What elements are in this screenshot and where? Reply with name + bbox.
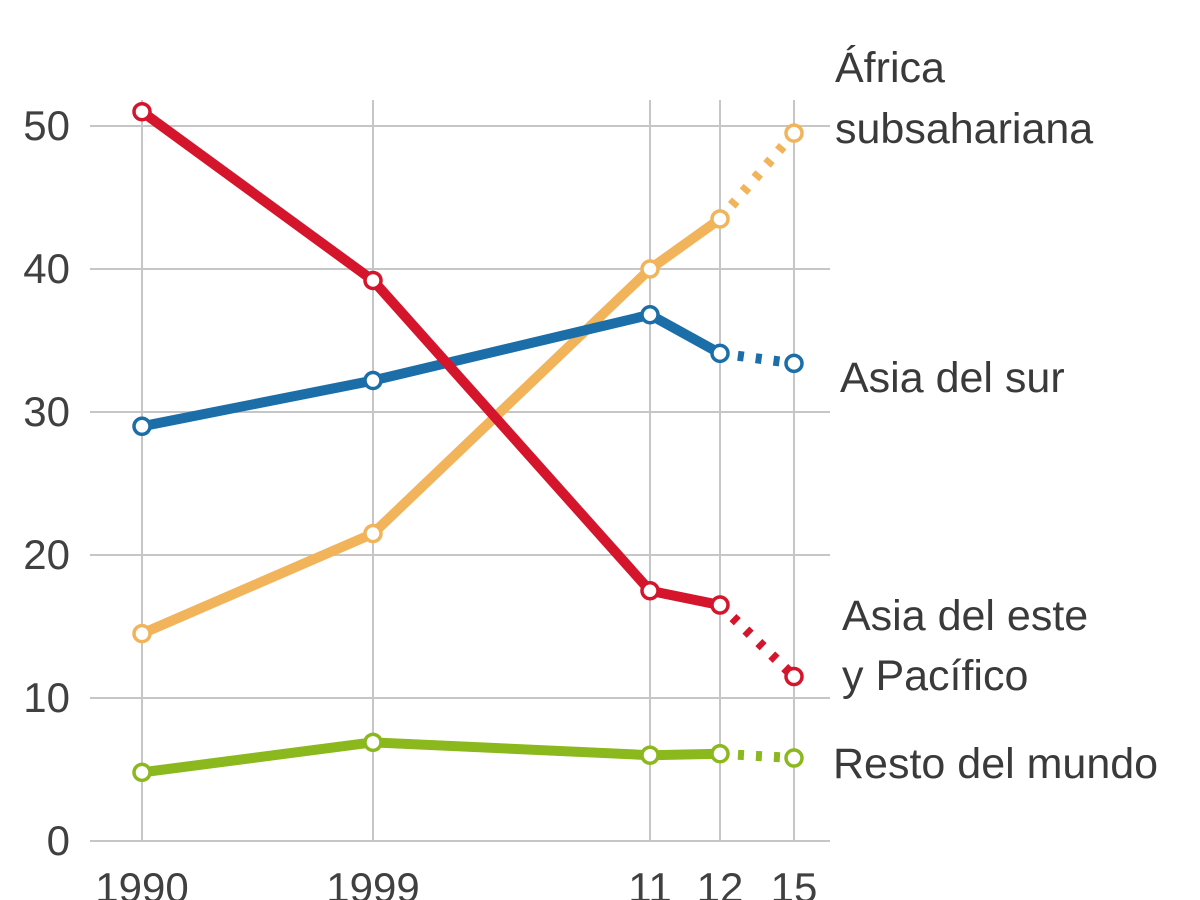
series-line — [137, 309, 725, 432]
series-0 — [132, 123, 804, 644]
data-point — [363, 370, 383, 391]
series-label: subsahariana — [835, 105, 1093, 153]
data-point — [710, 744, 730, 764]
data-point — [363, 732, 383, 753]
series-projection-line — [716, 129, 798, 223]
data-point — [640, 745, 660, 765]
series-line — [137, 213, 725, 639]
data-point — [710, 595, 730, 615]
series-1 — [132, 305, 804, 437]
data-point — [784, 666, 804, 687]
y-tick-label: 40 — [23, 245, 70, 292]
y-tick-label: 20 — [23, 531, 70, 578]
x-axis: 1990 1999 11 12 15 — [95, 864, 817, 900]
data-point — [132, 762, 152, 783]
x-tick-label: 1999 — [326, 864, 419, 900]
data-point — [363, 523, 383, 544]
series-group — [132, 101, 804, 783]
data-point — [710, 343, 730, 364]
data-point — [132, 416, 152, 437]
series-label: Resto del mundo — [833, 740, 1158, 788]
series-2 — [132, 101, 804, 687]
series-label: Asia del este — [842, 592, 1088, 640]
series-projection-line — [716, 601, 798, 681]
y-tick-label: 30 — [23, 388, 70, 435]
data-point — [784, 123, 804, 143]
data-point — [363, 270, 383, 291]
y-axis: 0 10 20 30 40 50 — [23, 102, 70, 864]
series-labels: África subsahariana Asia del sur Asia del e… — [833, 44, 1158, 788]
series-label: Asia del sur — [840, 354, 1065, 402]
series-projection-line — [719, 748, 795, 764]
series-3 — [132, 732, 804, 783]
data-point — [640, 305, 660, 325]
series-label: África — [835, 44, 945, 92]
data-point — [132, 623, 152, 644]
series-projection-line — [719, 348, 795, 369]
data-point — [640, 581, 660, 601]
data-point — [784, 353, 804, 374]
x-tick-label: 11 — [628, 864, 672, 900]
data-point — [132, 101, 152, 122]
series-label: y Pacífico — [842, 652, 1028, 700]
x-tick-label: 1990 — [95, 864, 188, 900]
grid — [90, 100, 830, 842]
y-tick-label: 10 — [23, 674, 70, 721]
data-point — [710, 209, 730, 229]
y-tick-label: 0 — [47, 817, 70, 864]
series-line — [137, 106, 725, 611]
data-point — [640, 259, 660, 279]
x-tick-label: 15 — [771, 864, 818, 900]
x-tick-label: 12 — [697, 864, 744, 900]
series-line — [137, 737, 725, 778]
y-tick-label: 50 — [23, 102, 70, 149]
data-point — [784, 748, 804, 768]
